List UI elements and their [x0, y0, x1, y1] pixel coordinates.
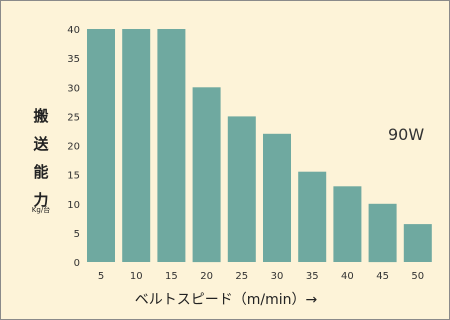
bar-speed-5	[87, 29, 115, 262]
y-tick-label: 5	[74, 229, 80, 240]
y-tick-label: 35	[67, 54, 80, 65]
bar-speed-45	[368, 203, 397, 263]
y-axis-label-char: 力	[33, 191, 49, 209]
x-axis-label: ベルトスピード（m/min）→	[134, 292, 318, 308]
x-tick-label: 40	[341, 271, 354, 282]
y-axis-label: 搬 送 能 力	[31, 102, 51, 214]
bar-speed-10	[122, 29, 151, 262]
y-tick-label: 10	[67, 200, 80, 211]
x-tick-label: 15	[165, 271, 178, 282]
bar-speed-30	[263, 133, 291, 262]
x-tick-label: 25	[235, 271, 248, 282]
y-axis-label-char: 能	[33, 163, 49, 181]
y-tick-label: 0	[74, 258, 80, 269]
x-tick-label: 35	[306, 271, 319, 282]
bar-speed-15	[157, 29, 186, 262]
x-tick-label: 20	[200, 271, 213, 282]
y-axis-label-char: 搬	[33, 107, 49, 125]
x-tick-label: 10	[130, 271, 143, 282]
bar-speed-35	[298, 171, 327, 262]
x-tick-label: 5	[98, 271, 104, 282]
bar-speed-50	[403, 224, 432, 262]
y-tick-label: 40	[67, 25, 80, 36]
y-axis-label-char: 送	[33, 135, 49, 153]
y-tick-label: 30	[67, 83, 80, 94]
x-tick-label: 30	[271, 271, 284, 282]
bar-speed-40	[333, 186, 362, 262]
bar-speed-25	[227, 116, 256, 263]
x-tick-label: 50	[411, 271, 424, 282]
y-tick-label: 20	[67, 142, 80, 153]
bar-speed-20	[192, 87, 221, 263]
y-tick-label: 15	[67, 171, 80, 182]
y-tick-label: 25	[67, 112, 80, 123]
y-axis-unit: Kg/台	[31, 206, 51, 214]
x-tick-label: 45	[376, 271, 389, 282]
motor-power-annotation: 90W	[388, 125, 425, 144]
